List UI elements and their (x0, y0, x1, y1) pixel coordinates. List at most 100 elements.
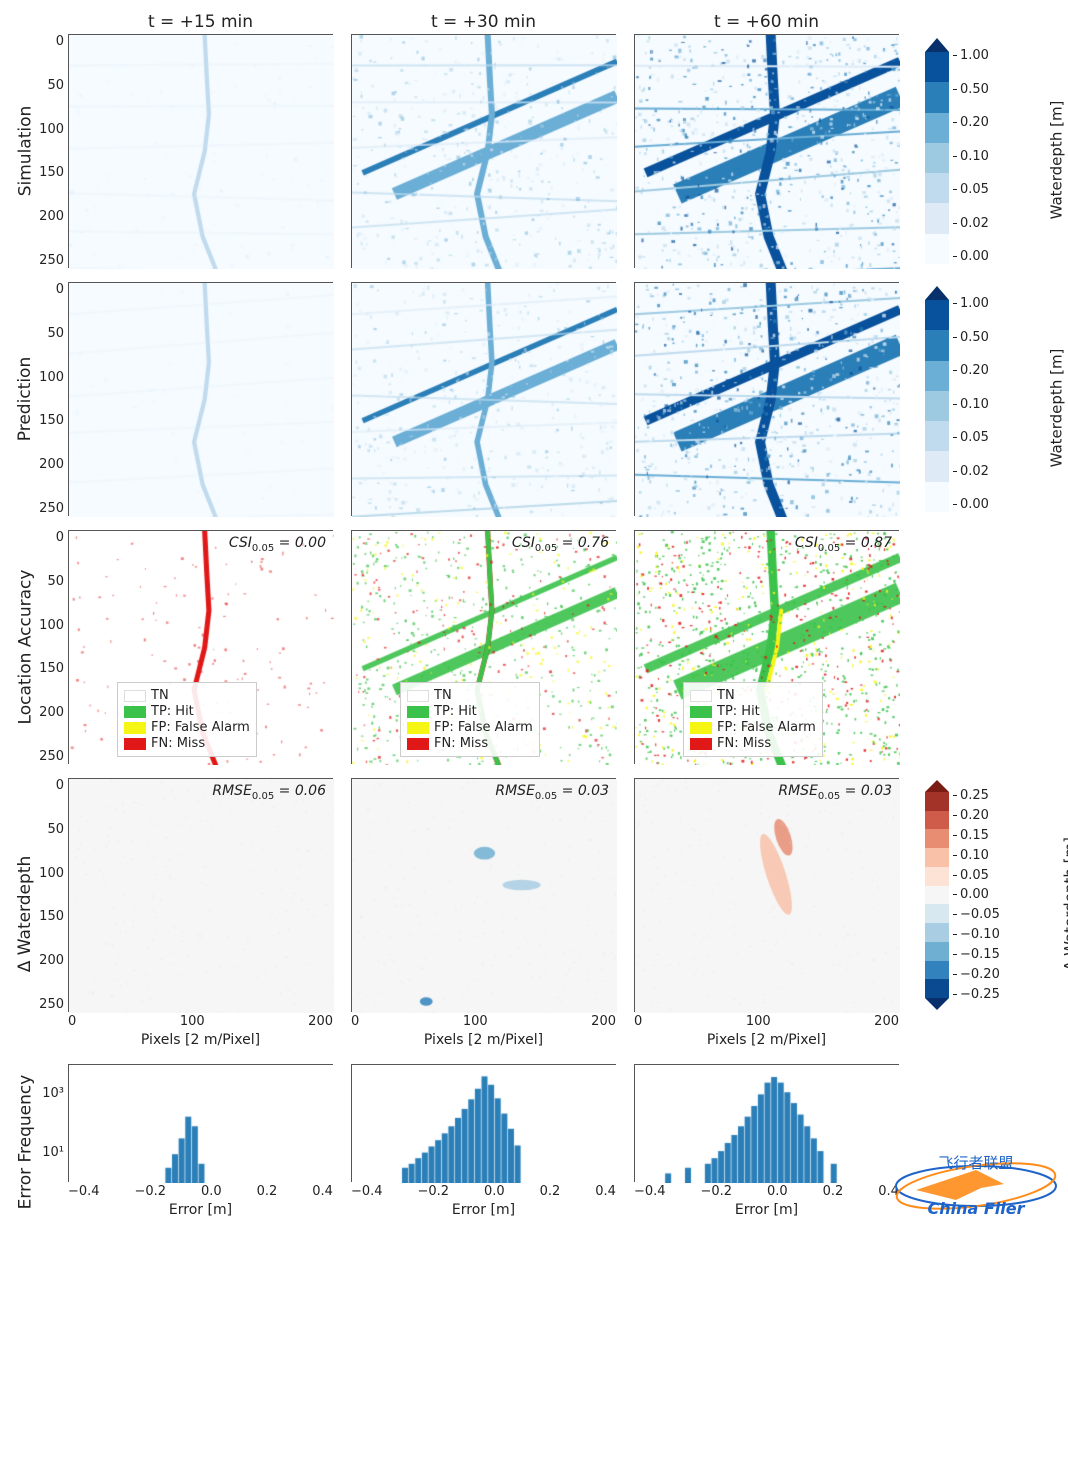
panel-hist-t0-canvas (69, 1065, 334, 1183)
panel-dwd-t2: RMSE0.05 = 0.03 (634, 778, 899, 1012)
colorbar-area (917, 530, 1041, 764)
panel-loc-t0: CSI0.05 = 0.00 TNTP: HitFP: False AlarmFN… (68, 530, 333, 764)
rmse-annotation: RMSE0.05 = 0.03 (495, 783, 609, 802)
legend-item: FN: Miss (407, 736, 533, 751)
waterdepth-colorbar (925, 38, 949, 264)
panel-sim-t1-canvas (352, 35, 617, 269)
legend-item: TN (690, 688, 816, 703)
x-axis-label: Pixels [2 m/Pixel] (634, 1032, 899, 1050)
colorbar-over-arrow (925, 38, 949, 52)
legend-item: FP: False Alarm (407, 720, 533, 735)
row-label: Simulation (15, 106, 35, 197)
x-axis-ticks: 0100200 (351, 1012, 616, 1032)
x-axis-ticks: −0.4−0.20.00.20.4 (351, 1182, 616, 1202)
legend-swatch (407, 738, 429, 750)
legend-item: FN: Miss (690, 736, 816, 751)
panel-dwd-t1: RMSE0.05 = 0.03 (351, 778, 616, 1012)
x-axis-ticks: −0.4−0.20.00.20.4 (634, 1182, 899, 1202)
row-label: Error Frequency (15, 1075, 35, 1210)
csi-annotation: CSI0.05 = 0.76 (512, 535, 609, 554)
legend-swatch (407, 722, 429, 734)
delta-colorbar-ticks: 0.250.200.150.100.050.00−0.05−0.10−0.15−… (953, 788, 1000, 1002)
column-title: t = +60 min (634, 12, 899, 32)
legend-label: FN: Miss (151, 736, 205, 751)
panel-pred-t0-canvas (69, 283, 334, 517)
row-hist: Error Frequency10³10¹−0.4−0.20.00.20.4Er… (12, 1064, 1056, 1220)
row-label: Prediction (15, 357, 35, 441)
legend-label: TN (717, 688, 735, 703)
y-axis-ticks: 050100150200250 (38, 282, 68, 516)
figure-root: t = +15 min t = +30 min t = +60 min Simula… (12, 12, 1056, 1220)
row-label: Δ Waterdepth (15, 856, 35, 972)
panel-pred-t1 (351, 282, 616, 516)
legend-swatch (690, 722, 712, 734)
legend-item: TP: Hit (124, 704, 250, 719)
panel-pred-t2-canvas (635, 283, 900, 517)
y-axis-ticks: 050100150200250 (38, 530, 68, 764)
legend-swatch (124, 738, 146, 750)
colorbar-area: 0.250.200.150.100.050.00−0.05−0.10−0.15−… (917, 778, 1041, 1012)
row-pred: Prediction050100150200250 1.000.500.200.1… (12, 282, 1056, 516)
legend-label: FP: False Alarm (151, 720, 250, 735)
waterdepth-colorbar-ticks: 1.000.500.200.100.050.020.00 (953, 296, 989, 512)
panel-dwd-t1-canvas (352, 779, 617, 1013)
column-titles: t = +15 min t = +30 min t = +60 min (68, 12, 1056, 32)
legend-label: FP: False Alarm (717, 720, 816, 735)
legend-swatch (407, 706, 429, 718)
x-axis-label: Error [m] (634, 1202, 899, 1220)
waterdepth-colorbar-title: Waterdepth [m] (1047, 349, 1065, 468)
rmse-annotation: RMSE0.05 = 0.03 (778, 783, 892, 802)
legend-label: FN: Miss (717, 736, 771, 751)
panel-dwd-t2-canvas (635, 779, 900, 1013)
legend-label: TP: Hit (151, 704, 194, 719)
panel-sim-t0-canvas (69, 35, 334, 269)
x-axis-ticks: 0100200 (634, 1012, 899, 1032)
legend-swatch (690, 706, 712, 718)
panel-dwd-t0: RMSE0.05 = 0.06 (68, 778, 333, 1012)
location-legend: TNTP: HitFP: False AlarmFN: Miss (400, 682, 540, 757)
location-legend: TNTP: HitFP: False AlarmFN: Miss (683, 682, 823, 757)
legend-item: FP: False Alarm (690, 720, 816, 735)
legend-label: FP: False Alarm (434, 720, 533, 735)
legend-item: TP: Hit (690, 704, 816, 719)
colorbar-over-arrow (925, 780, 949, 792)
rmse-annotation: RMSE0.05 = 0.06 (212, 783, 326, 802)
legend-item: TN (124, 688, 250, 703)
colorbar-over-arrow (925, 286, 949, 300)
legend-item: TP: Hit (407, 704, 533, 719)
panel-hist-t1 (351, 1064, 616, 1182)
legend-swatch (124, 706, 146, 718)
delta-colorbar (925, 780, 949, 1010)
legend-label: TP: Hit (717, 704, 760, 719)
legend-swatch (124, 722, 146, 734)
legend-label: TN (434, 688, 452, 703)
panel-sim-t1 (351, 34, 616, 268)
x-axis-label: Pixels [2 m/Pixel] (68, 1032, 333, 1050)
panel-pred-t0 (68, 282, 333, 516)
legend-item: FP: False Alarm (124, 720, 250, 735)
csi-annotation: CSI0.05 = 0.87 (795, 535, 892, 554)
legend-item: TN (407, 688, 533, 703)
panel-pred-t1-canvas (352, 283, 617, 517)
y-axis-ticks: 050100150200250 (38, 778, 68, 1012)
colorbar-under-arrow (925, 998, 949, 1010)
row-label: Location Accuracy (15, 570, 35, 725)
legend-swatch (690, 738, 712, 750)
legend-swatch (124, 690, 146, 702)
x-axis-label: Error [m] (68, 1202, 333, 1220)
panel-hist-t0 (68, 1064, 333, 1182)
row-loc: Location Accuracy050100150200250CSI0.05 … (12, 530, 1056, 764)
column-title: t = +15 min (68, 12, 333, 32)
panel-hist-t2-canvas (635, 1065, 900, 1183)
colorbar-area: 1.000.500.200.100.050.020.00Waterdepth [… (917, 34, 1041, 268)
colorbar-area (917, 1064, 1041, 1182)
legend-label: FN: Miss (434, 736, 488, 751)
csi-annotation: CSI0.05 = 0.00 (229, 535, 326, 554)
legend-label: TN (151, 688, 169, 703)
legend-swatch (407, 690, 429, 702)
delta-colorbar-title: Δ Waterdepth [m] (1061, 837, 1068, 971)
panel-sim-t2 (634, 34, 899, 268)
panel-pred-t2 (634, 282, 899, 516)
legend-label: TP: Hit (434, 704, 477, 719)
column-title: t = +30 min (351, 12, 616, 32)
